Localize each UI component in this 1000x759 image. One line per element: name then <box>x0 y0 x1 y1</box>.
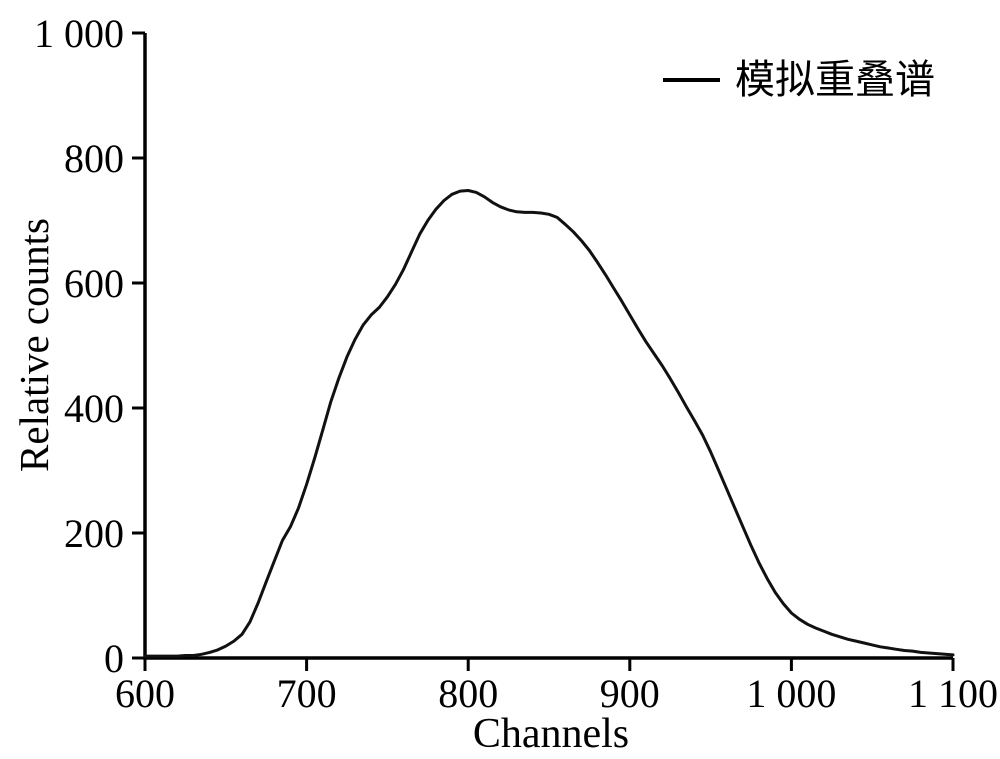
y-tick-label: 0 <box>104 636 124 681</box>
legend-series-label: 模拟重叠谱 <box>735 57 935 102</box>
y-tick-label: 800 <box>64 136 124 181</box>
x-tick-label: 800 <box>438 671 498 716</box>
x-tick-label: 1 100 <box>908 671 998 716</box>
y-tick-label: 600 <box>64 261 124 306</box>
x-axis-title: Channels <box>472 711 630 757</box>
y-axis-title: Relative counts <box>11 218 57 472</box>
y-tick-label: 400 <box>64 386 124 431</box>
spectrum-curve <box>143 189 955 658</box>
x-tick-label: 900 <box>600 671 660 716</box>
x-tick-label: 600 <box>115 671 175 716</box>
x-tick-label: 700 <box>277 671 337 716</box>
legend: 模拟重叠谱 <box>663 60 935 100</box>
y-tick-label: 1 000 <box>34 11 124 56</box>
x-tick-label: 1 000 <box>746 671 836 716</box>
y-tick-label: 200 <box>64 511 124 556</box>
axis-spines <box>143 33 953 660</box>
legend-line-swatch <box>663 78 720 82</box>
